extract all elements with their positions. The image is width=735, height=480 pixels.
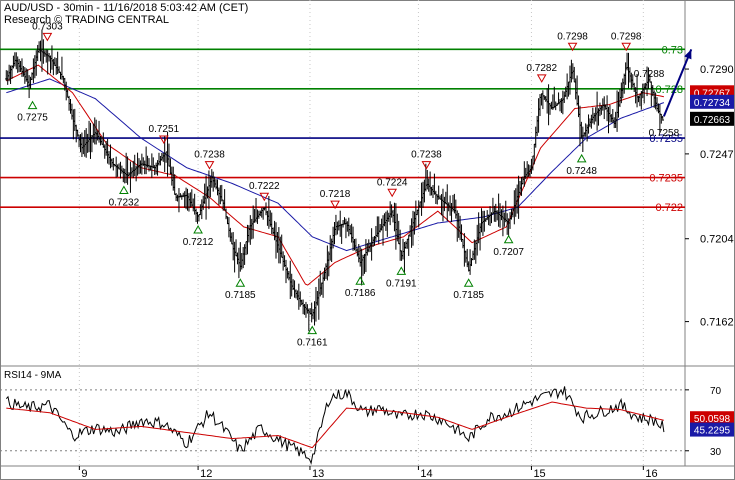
forecast-arrow-line (662, 48, 693, 117)
pivot-high-label: 0.7222 (249, 181, 280, 192)
pivot-low-marker (307, 325, 318, 335)
price-tag-label: 0.72734 (694, 98, 731, 109)
pivot-low-marker (463, 278, 474, 287)
target-label: 0.7258 (649, 128, 680, 139)
chart-title: AUD/USD - 30min - 11/16/2018 5:03:42 AM … (4, 2, 249, 14)
pivot-high-marker (204, 161, 215, 170)
pivot-low-marker (119, 185, 129, 194)
rsi-value-tag (690, 422, 734, 437)
pivot-high-label: 0.7238 (411, 150, 442, 161)
x-tick-label: 15 (533, 468, 545, 480)
pivot-high-label: 0.7282 (526, 63, 557, 74)
rsi-value-label: 45.2295 (694, 426, 731, 437)
level-label: 0.722 (655, 202, 683, 214)
pivot-low-label: 0.7191 (386, 278, 417, 289)
pivot-low-marker (576, 153, 587, 163)
pivot-low-marker (503, 234, 514, 244)
ma-slow-line (6, 78, 665, 252)
forecast-arrow-head (684, 49, 692, 60)
pivot-low-marker (235, 278, 246, 287)
pivot-low-marker (193, 224, 203, 234)
pivot-low-label: 0.7207 (493, 247, 524, 258)
ma-fast-line (6, 64, 665, 286)
y-tick-label: 0.7247 (700, 149, 734, 161)
pivot-low-label: 0.7232 (109, 197, 140, 208)
chart-subtitle: Research © TRADING CENTRAL (4, 14, 169, 26)
pivot-high-label: 0.7303 (32, 21, 63, 32)
rsi-title: RSI14 - 9MA (4, 370, 62, 381)
y-tick-label: 0.7204 (700, 234, 734, 246)
pivot-high-marker (536, 74, 547, 83)
pivot-high-label: 0.7224 (377, 177, 408, 188)
pivot-low-label: 0.7186 (345, 288, 376, 299)
rsi-value-tag (690, 411, 734, 426)
pivot-high-label: 0.7251 (149, 124, 180, 135)
level-label: 0.728 (655, 84, 683, 96)
pivot-high-marker (259, 192, 270, 202)
pivot-low-label: 0.7185 (225, 290, 256, 301)
pivot-low-marker (27, 100, 38, 110)
price-tag (690, 111, 734, 126)
x-tick-label: 12 (200, 468, 212, 480)
pivot-low-marker (355, 276, 366, 285)
pivot-low-label: 0.7161 (297, 338, 328, 349)
rsi-tick-label: 30 (710, 447, 722, 458)
pivot-low-label: 0.7248 (566, 166, 597, 177)
pivot-low-label: 0.7275 (17, 113, 48, 124)
pivot-high-label: 0.7218 (320, 189, 351, 200)
price-tag (690, 94, 734, 109)
y-tick-label: 0.7290 (700, 64, 734, 76)
y-tick-label: 0.7162 (700, 317, 734, 329)
level-label: 0.73 (662, 44, 683, 56)
pivot-high-marker (42, 32, 53, 42)
price-tag-label: 0.72663 (694, 115, 731, 126)
pivot-high-label: 0.7238 (194, 150, 225, 161)
price-tag-label: 0.72767 (694, 88, 731, 99)
x-tick-label: 13 (312, 468, 324, 480)
rsi-value-label: 50.0598 (694, 414, 731, 425)
x-tick-label: 14 (420, 468, 432, 480)
pivot-high-label: 0.7298 (611, 31, 642, 42)
level-label: 0.7235 (649, 173, 683, 185)
pivot-high-marker (421, 161, 432, 170)
target-label: 0.7288 (634, 69, 665, 80)
x-tick-label: 16 (645, 468, 657, 480)
rsi-line (5, 386, 665, 465)
pivot-low-marker (396, 266, 407, 275)
pivot-low-label: 0.7185 (453, 290, 484, 301)
level-label: 0.7255 (649, 133, 683, 145)
pivot-high-label: 0.7298 (557, 31, 588, 42)
pivot-high-marker (330, 200, 340, 210)
rsi-tick-label: 70 (710, 386, 722, 397)
rsi-ma-line (6, 401, 665, 449)
pivot-high-marker (387, 188, 398, 198)
x-tick-label: 9 (81, 468, 87, 480)
pivot-high-marker (567, 42, 578, 52)
pivot-high-marker (621, 42, 632, 52)
pivot-high-marker (158, 135, 169, 145)
pivot-low-label: 0.7212 (183, 237, 214, 248)
